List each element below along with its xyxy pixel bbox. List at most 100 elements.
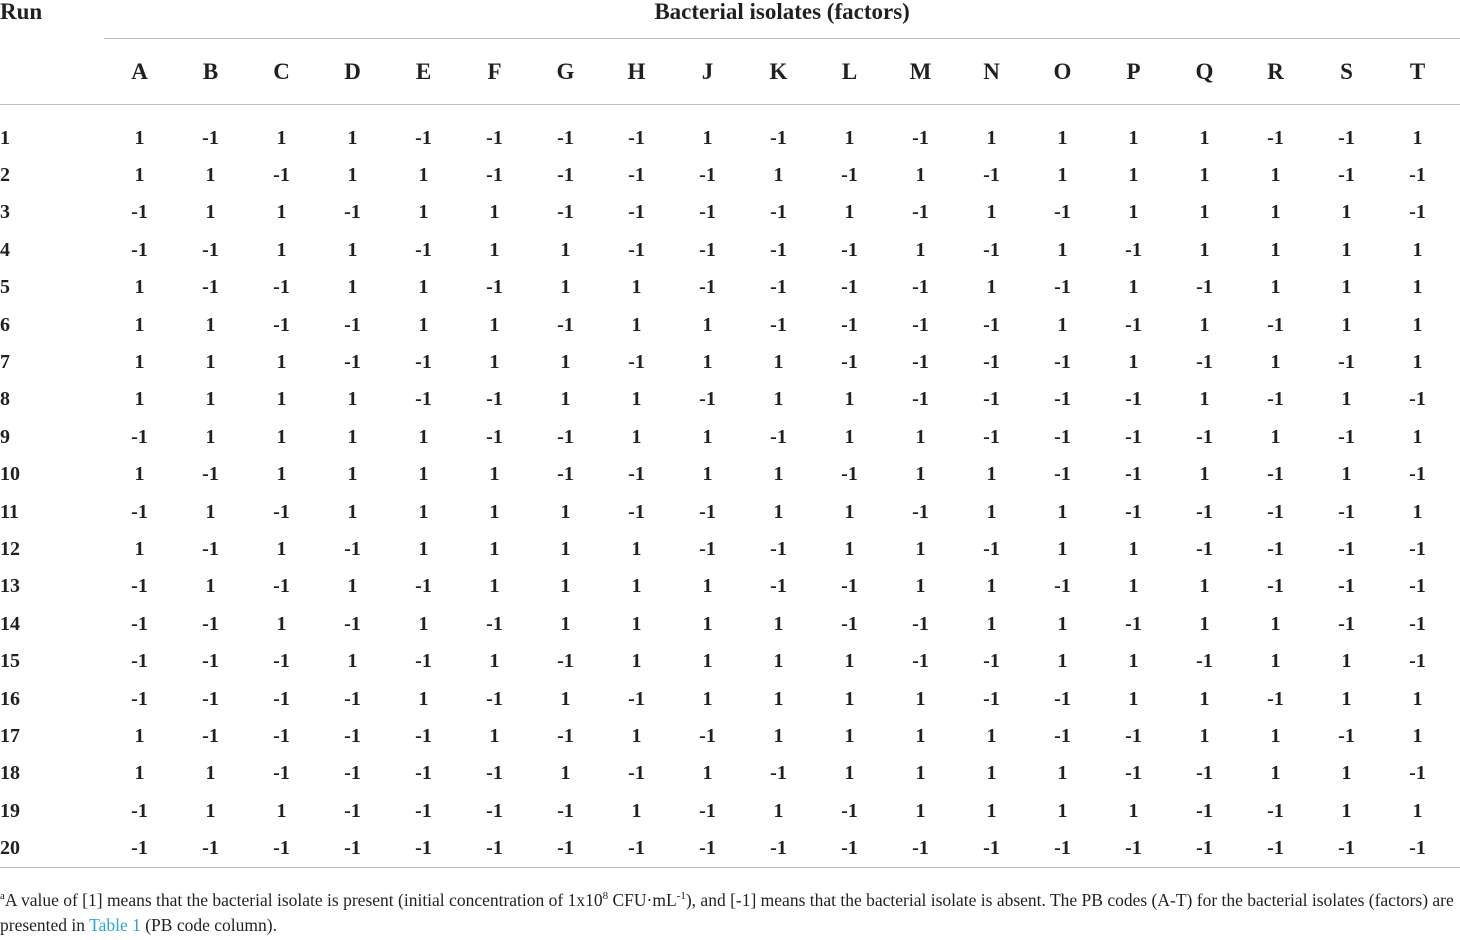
factor-value-cell: -1 [1125, 762, 1142, 785]
factor-value-cell: 1 [1199, 164, 1210, 187]
table-row: 19 -1 1 1 -1 -1 -1 -1 1 -1 1 -1 1 1 1 1 -1 -1 1 1 [0, 792, 1460, 829]
factor-value-cell: -1 [841, 612, 858, 635]
factor-value-cell: 1 [205, 762, 216, 785]
factor-value-cell: -1 [628, 463, 645, 486]
factor-value-cell: 1 [1128, 351, 1139, 374]
table-row: 16 -1 -1 -1 -1 1 -1 1 -1 1 1 1 1 -1 -1 1 1 -1 1 1 [0, 680, 1460, 717]
factor-value-cell: 1 [276, 388, 287, 411]
factor-value-cell: -1 [557, 463, 574, 486]
factor-value-cell: -1 [202, 537, 219, 560]
factor-header-n: N [956, 38, 1027, 105]
run-number-cell: 8 [0, 388, 10, 411]
table-row: 11 -1 1 -1 1 1 1 1 -1 -1 1 1 -1 1 1 -1 -1 -1 -1 1 [0, 493, 1460, 530]
factor-value-cell: -1 [699, 500, 716, 523]
row-tail-spacer [1453, 306, 1460, 343]
factor-value-cell: -1 [1338, 612, 1355, 635]
row-tail-spacer [1453, 156, 1460, 193]
footnote-text-part3: ), and [-1] means that the bacterial iso… [0, 890, 1454, 935]
factor-value-cell: -1 [1409, 201, 1426, 224]
factor-value-cell: -1 [1240, 829, 1311, 868]
factor-value-cell: -1 [983, 313, 1000, 336]
factor-value-cell: 1 [347, 276, 358, 299]
factor-header-h: H [601, 38, 672, 105]
factor-value-cell: 1 [773, 799, 784, 822]
table-row: 4 -1 -1 1 1 -1 1 1 -1 -1 -1 -1 1 -1 1 -1 1 1 1 1 [0, 231, 1460, 268]
factor-value-cell: -1 [131, 238, 148, 261]
factor-value-cell: 1 [1270, 724, 1281, 747]
factor-header-f: F [459, 38, 530, 105]
factor-value-cell: 1 [205, 313, 216, 336]
factor-value-cell: -1 [601, 829, 672, 868]
factor-value-cell: 1 [1341, 276, 1352, 299]
factor-value-cell: -1 [557, 425, 574, 448]
factor-value-cell: 1 [1341, 463, 1352, 486]
run-number-cell: 17 [0, 724, 20, 747]
factor-value-cell: -1 [1409, 463, 1426, 486]
factor-header-c: C [246, 38, 317, 105]
factor-value-cell: -1 [1409, 612, 1426, 635]
factor-value-cell: 1 [702, 650, 713, 673]
factor-value-cell: -1 [344, 724, 361, 747]
factor-value-cell: -1 [1338, 351, 1355, 374]
factor-value-cell: -1 [175, 829, 246, 868]
row-tail-spacer [1453, 343, 1460, 380]
footnote-text-part2: CFU·mL [608, 890, 677, 910]
factor-value-cell: -1 [131, 500, 148, 523]
factor-value-cell: 1 [915, 575, 926, 598]
factor-value-cell: -1 [202, 612, 219, 635]
factor-value-cell: -1 [770, 537, 787, 560]
factor-value-cell: -1 [557, 650, 574, 673]
table-row: 5 1 -1 -1 1 1 -1 1 1 -1 -1 -1 -1 1 -1 1 -1 1 1 1 [0, 269, 1460, 306]
row-tail-spacer [1453, 456, 1460, 493]
factor-value-cell: -1 [273, 687, 290, 710]
factor-value-cell: 1 [1057, 612, 1068, 635]
factor-value-cell: 1 [1270, 276, 1281, 299]
factor-value-cell: 1 [986, 575, 997, 598]
factor-value-cell: -1 [1125, 463, 1142, 486]
table-row: 17 1 -1 -1 -1 -1 1 -1 1 -1 1 1 1 1 -1 -1 1 1 -1 1 [0, 717, 1460, 754]
factor-value-cell: 1 [1128, 799, 1139, 822]
factor-value-cell: 1 [986, 724, 997, 747]
factor-value-cell: 1 [134, 537, 145, 560]
run-number-cell: 16 [0, 687, 20, 710]
table-1-link[interactable]: Table 1 [89, 915, 141, 935]
factor-value-cell: -1 [628, 126, 645, 149]
factor-value-cell: 1 [773, 724, 784, 747]
factor-value-cell: -1 [956, 829, 1027, 868]
factor-value-cell: 1 [1057, 537, 1068, 560]
factor-value-cell: 1 [1341, 762, 1352, 785]
factor-value-cell: -1 [202, 463, 219, 486]
factor-value-cell: 1 [347, 425, 358, 448]
factor-value-cell: -1 [486, 612, 503, 635]
factor-value-cell: -1 [1125, 313, 1142, 336]
factor-value-cell: 1 [773, 612, 784, 635]
factor-value-cell: -1 [1409, 164, 1426, 187]
factor-value-cell: -1 [1196, 500, 1213, 523]
factor-value-cell: 1 [489, 463, 500, 486]
run-header-spacer [0, 38, 104, 105]
factor-value-cell: -1 [1196, 762, 1213, 785]
factor-value-cell: -1 [273, 575, 290, 598]
factor-value-cell: 1 [560, 351, 571, 374]
factor-header-s: S [1311, 38, 1382, 105]
run-number-cell: 12 [0, 537, 20, 560]
factor-value-cell: 1 [631, 799, 642, 822]
factor-value-cell: 1 [1412, 238, 1423, 261]
footnote-text-part4: (PB code column). [140, 915, 277, 935]
run-number-cell: 5 [0, 276, 10, 299]
factor-value-cell: -1 [1125, 238, 1142, 261]
factor-value-cell: -1 [344, 351, 361, 374]
factor-value-cell: 1 [276, 799, 287, 822]
factor-value-cell: -1 [317, 829, 388, 868]
factor-value-cell: 1 [915, 238, 926, 261]
factor-value-cell: -1 [699, 201, 716, 224]
factor-value-cell: -1 [1409, 575, 1426, 598]
factor-value-cell: -1 [104, 829, 175, 868]
factor-value-cell: -1 [1267, 313, 1284, 336]
factor-value-cell: 1 [986, 500, 997, 523]
factor-value-cell: 1 [418, 313, 429, 336]
table-row: 7 1 1 1 -1 -1 1 1 -1 1 1 -1 -1 -1 -1 1 -1 1 -1 1 [0, 343, 1460, 380]
table-row: 1 1 -1 1 1 -1 -1 -1 -1 1 -1 1 -1 1 1 1 1 -1 -1 1 [0, 119, 1460, 156]
run-number-cell: 6 [0, 313, 10, 336]
